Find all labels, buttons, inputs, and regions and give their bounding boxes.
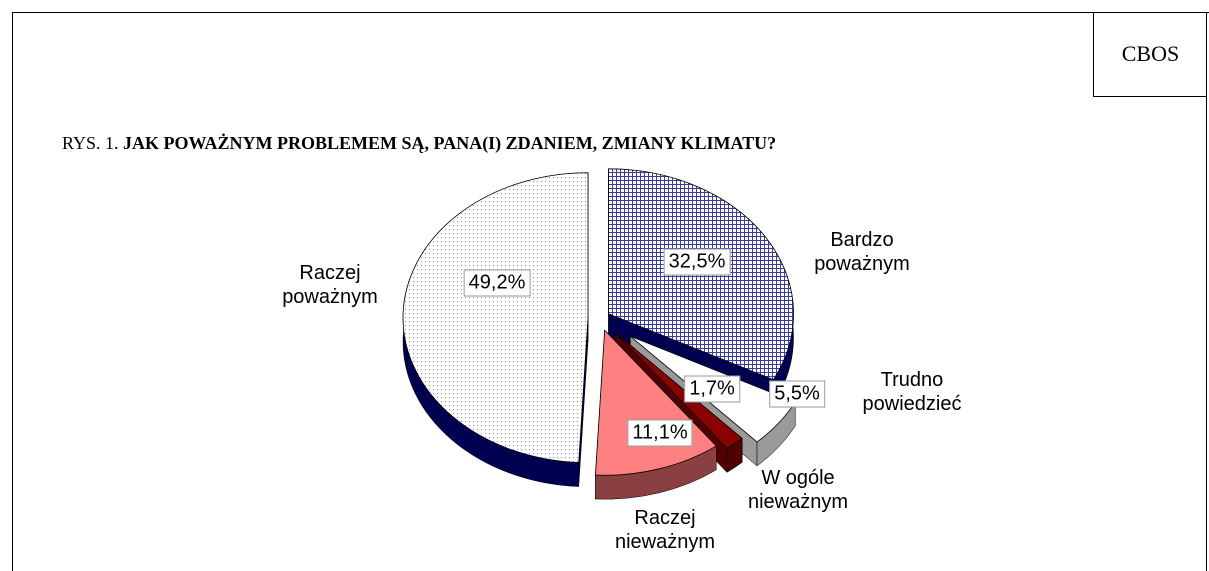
value-label: 32,5% [663, 248, 731, 276]
brand: CBOS [1093, 12, 1207, 97]
frame [1206, 12, 1207, 571]
slice [615, 332, 743, 449]
value-label: 49,2% [463, 269, 531, 297]
value-label: 5,5% [769, 380, 825, 408]
title-row: RYS. 1. JAK POWAŻNYM PROBLEMEM SĄ, PANA(… [62, 133, 776, 154]
frame [12, 12, 1209, 13]
frame [12, 12, 13, 571]
category-label: Raczej nieważnym [614, 507, 716, 553]
value-label: 11,1% [627, 419, 693, 447]
category-label: Raczej poważnym [282, 262, 378, 308]
category-label: W ogóle nieważnym [747, 467, 849, 513]
slice [402, 172, 589, 463]
value-label: 1,7% [684, 375, 740, 403]
category-label: Bardzo poważnym [814, 229, 910, 275]
title-prefix: RYS. 1. [62, 133, 119, 153]
category-label: Trudno powiedzieć [862, 369, 962, 415]
chart-title: JAK POWAŻNYM PROBLEMEM SĄ, PANA(I) ZDANI… [123, 133, 777, 153]
